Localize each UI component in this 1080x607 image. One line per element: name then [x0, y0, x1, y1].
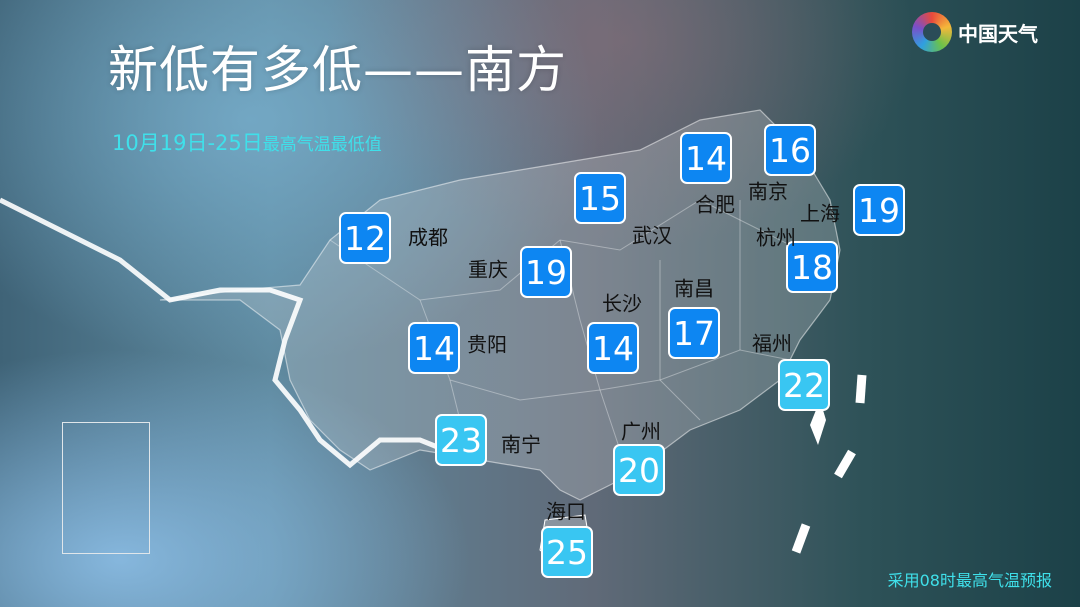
subtitle-date: 10月19日-25日 — [112, 131, 263, 155]
subtitle: 10月19日-25日最高气温最低值 — [112, 127, 382, 157]
temperature-box: 19 — [520, 246, 572, 298]
city-label: 重庆 — [468, 257, 508, 282]
subtitle-desc: 最高气温最低值 — [262, 135, 382, 155]
temperature-box: 17 — [668, 307, 720, 359]
logo: 中国天气 — [912, 12, 1038, 52]
temperature-box: 18 — [786, 241, 838, 293]
temperature-box: 14 — [680, 132, 732, 184]
city-label: 南京 — [748, 179, 788, 204]
south-china-region — [159, 109, 841, 501]
city-label: 福州 — [752, 331, 792, 356]
temperature-box: 16 — [764, 124, 816, 176]
city-label: 南宁 — [501, 432, 541, 457]
temperature-box: 15 — [574, 172, 626, 224]
city-label: 成都 — [408, 225, 448, 250]
city-label: 长沙 — [602, 291, 642, 316]
page-title: 新低有多低——南方 — [108, 41, 567, 99]
city-label: 武汉 — [632, 223, 672, 248]
temperature-box: 23 — [435, 414, 487, 466]
temperature-box: 20 — [613, 444, 665, 496]
temperature-box: 14 — [408, 322, 460, 374]
city-label: 海口 — [546, 499, 586, 524]
south-china-sea-inset — [62, 422, 150, 554]
nine-dash-line — [791, 374, 867, 554]
temperature-box: 12 — [339, 212, 391, 264]
temperature-box: 22 — [778, 359, 830, 411]
temperature-box: 19 — [853, 184, 905, 236]
city-label: 南昌 — [674, 276, 714, 301]
temperature-box: 25 — [541, 526, 593, 578]
city-label: 广州 — [621, 419, 661, 444]
footer-note: 采用08时最高气温预报 — [887, 571, 1052, 590]
city-label: 上海 — [800, 201, 840, 226]
border-line — [0, 197, 471, 469]
taiwan-island — [810, 400, 826, 445]
logo-text: 中国天气 — [958, 21, 1038, 46]
logo-swirl-icon — [912, 12, 952, 52]
city-label: 合肥 — [695, 192, 735, 217]
temperature-box: 14 — [587, 322, 639, 374]
city-label: 贵阳 — [467, 332, 507, 357]
city-label: 杭州 — [756, 225, 796, 250]
